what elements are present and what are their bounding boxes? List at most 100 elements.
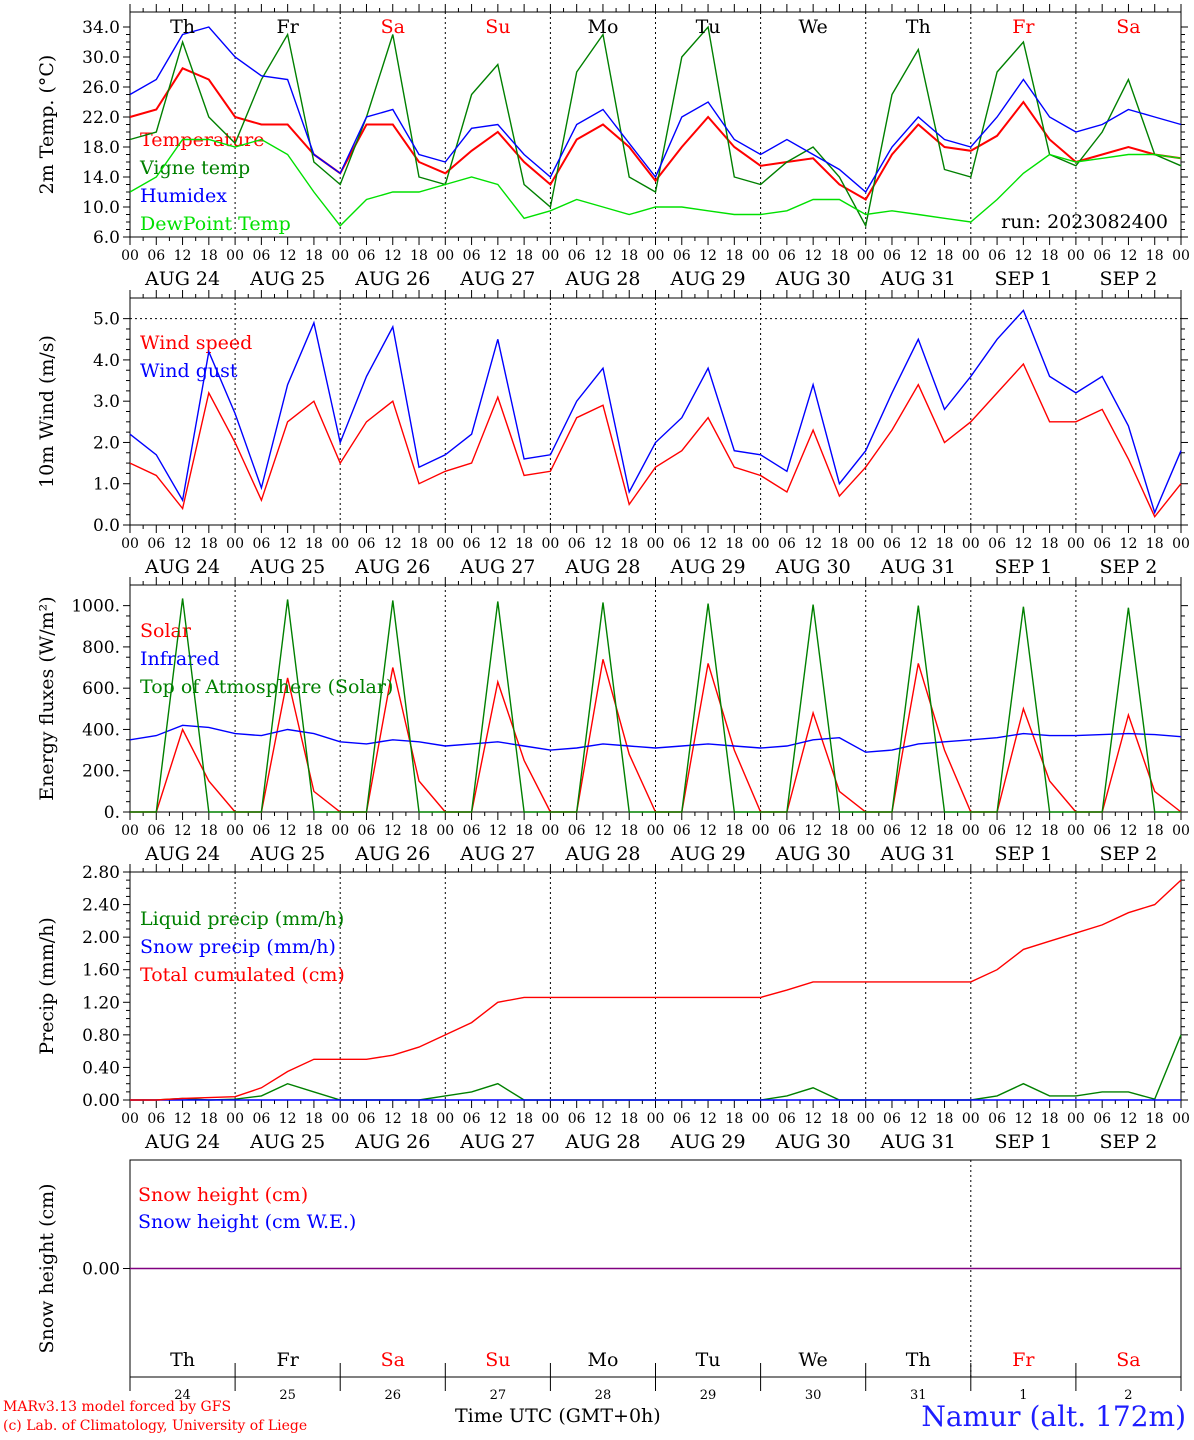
hour-tick-label: 18 <box>200 823 218 839</box>
hour-tick-label: 06 <box>147 248 165 264</box>
hour-tick-label: 06 <box>358 248 376 264</box>
legend-entry: Top of Atmosphere (Solar) <box>140 676 393 698</box>
date-label: AUG 25 <box>249 1131 325 1153</box>
y-tick-label: 1.60 <box>82 961 120 981</box>
y-axis-title: Precip (mm/h) <box>36 917 58 1055</box>
date-label: AUG 30 <box>775 268 851 290</box>
y-tick-label: 400. <box>82 720 120 740</box>
date-label: AUG 30 <box>775 556 851 578</box>
date-label: AUG 31 <box>880 268 956 290</box>
hour-tick-label: 12 <box>1014 536 1032 552</box>
hour-tick-label: 00 <box>121 536 139 552</box>
hour-tick-label: 18 <box>410 823 428 839</box>
run-annotation: run: 2023082400 <box>1001 211 1168 233</box>
hour-tick-label: 06 <box>147 536 165 552</box>
hour-tick-label: 12 <box>279 1111 297 1127</box>
hour-tick-label: 00 <box>857 823 875 839</box>
hour-tick-label: 18 <box>410 248 428 264</box>
hour-tick-label: 06 <box>568 248 586 264</box>
hour-tick-label: 00 <box>962 1111 980 1127</box>
day-name-label: We <box>799 16 828 38</box>
hour-tick-label: 06 <box>463 823 481 839</box>
hour-tick-label: 18 <box>831 823 849 839</box>
hour-tick-label: 18 <box>410 536 428 552</box>
hour-tick-label: 18 <box>725 248 743 264</box>
y-tick-label: 0.00 <box>82 1260 120 1280</box>
hour-tick-label: 00 <box>752 248 770 264</box>
hour-tick-label: 06 <box>778 248 796 264</box>
hour-tick-label: 12 <box>384 1111 402 1127</box>
series-line <box>129 67 1182 201</box>
legend-entry: Wind gust <box>140 360 238 382</box>
plot-frame <box>129 584 1182 813</box>
y-tick-label: 4.0 <box>93 351 120 371</box>
hour-tick-label: 00 <box>226 1111 244 1127</box>
plot-frame <box>129 297 1182 526</box>
y-tick-label: 22.0 <box>82 108 120 128</box>
hour-tick-label: 12 <box>174 823 192 839</box>
x-axis-title: Time UTC (GMT+0h) <box>455 1405 661 1427</box>
date-number-label: 31 <box>910 1388 927 1403</box>
date-label: SEP 1 <box>994 843 1052 865</box>
date-label: AUG 29 <box>669 268 745 290</box>
hour-tick-label: 00 <box>752 536 770 552</box>
hour-tick-label: 12 <box>804 823 822 839</box>
hour-tick-label: 12 <box>279 536 297 552</box>
hour-tick-label: 00 <box>1067 248 1085 264</box>
hour-tick-label: 00 <box>331 823 349 839</box>
panel-2: 0.0 1.0 2.0 3.0 4.0 5.0 00 06 12 18 AUG 24 00 06 12 18… <box>36 290 1190 578</box>
series-line <box>129 724 1182 753</box>
date-label: AUG 26 <box>354 843 430 865</box>
hour-tick-label: 06 <box>568 536 586 552</box>
day-name-label: Th <box>170 1349 195 1371</box>
hour-tick-label: 06 <box>1093 536 1111 552</box>
hour-tick-label: 12 <box>594 248 612 264</box>
legend-entry: Humidex <box>140 185 227 207</box>
date-label: AUG 28 <box>564 1131 640 1153</box>
hour-tick-label: 00 <box>1067 823 1085 839</box>
hour-tick-label: 18 <box>1041 823 1059 839</box>
y-tick-label: 6.0 <box>93 228 120 248</box>
y-tick-label: 1000. <box>71 597 120 617</box>
hour-tick-label: 06 <box>358 823 376 839</box>
date-label: AUG 27 <box>459 556 535 578</box>
y-axis-title: Energy fluxes (W/m²) <box>36 596 58 800</box>
y-tick-label: 2.0 <box>93 433 120 453</box>
hour-tick-label: 06 <box>463 536 481 552</box>
hour-tick-label: 06 <box>568 1111 586 1127</box>
y-tick-label: 800. <box>82 638 120 658</box>
hour-tick-label: 18 <box>515 1111 533 1127</box>
hour-tick-label: 00 <box>857 536 875 552</box>
hour-tick-label: 12 <box>384 248 402 264</box>
date-label: AUG 25 <box>249 268 325 290</box>
y-tick-label: 14.0 <box>82 168 120 188</box>
hour-tick-label: 06 <box>252 536 270 552</box>
hour-tick-label: 18 <box>200 1111 218 1127</box>
hour-tick-label: 18 <box>936 248 954 264</box>
hour-tick-label: 00 <box>226 823 244 839</box>
day-name-label: Th <box>906 16 931 38</box>
hour-tick-label: 06 <box>673 823 691 839</box>
date-number-label: 25 <box>279 1388 296 1403</box>
day-name-label: Sa <box>381 1349 405 1371</box>
hour-tick-label: 12 <box>1120 1111 1138 1127</box>
date-label: AUG 29 <box>669 843 745 865</box>
y-tick-label: 2.40 <box>82 896 120 916</box>
y-tick-label: 5.0 <box>93 310 120 330</box>
date-label: AUG 31 <box>880 1131 956 1153</box>
date-label: AUG 26 <box>354 1131 430 1153</box>
hour-tick-label: 12 <box>174 1111 192 1127</box>
hour-tick-label: 06 <box>988 823 1006 839</box>
plot-frame <box>129 871 1182 1101</box>
hour-tick-label: 06 <box>147 1111 165 1127</box>
legend-entry: Snow precip (mm/h) <box>140 936 336 958</box>
hour-tick-label: 12 <box>699 248 717 264</box>
hour-tick-label: 00 <box>857 248 875 264</box>
day-name-label: Mo <box>587 16 618 38</box>
date-label: AUG 29 <box>669 1131 745 1153</box>
y-tick-label: 0. <box>104 803 120 823</box>
panel-3: 0. 200. 400. 600. 800. 1000. 00 06 12 18 AUG 24 00 0… <box>36 577 1190 865</box>
hour-tick-label: 12 <box>594 536 612 552</box>
date-label: AUG 28 <box>564 843 640 865</box>
legend-entry: Snow height (cm) <box>138 1184 308 1206</box>
